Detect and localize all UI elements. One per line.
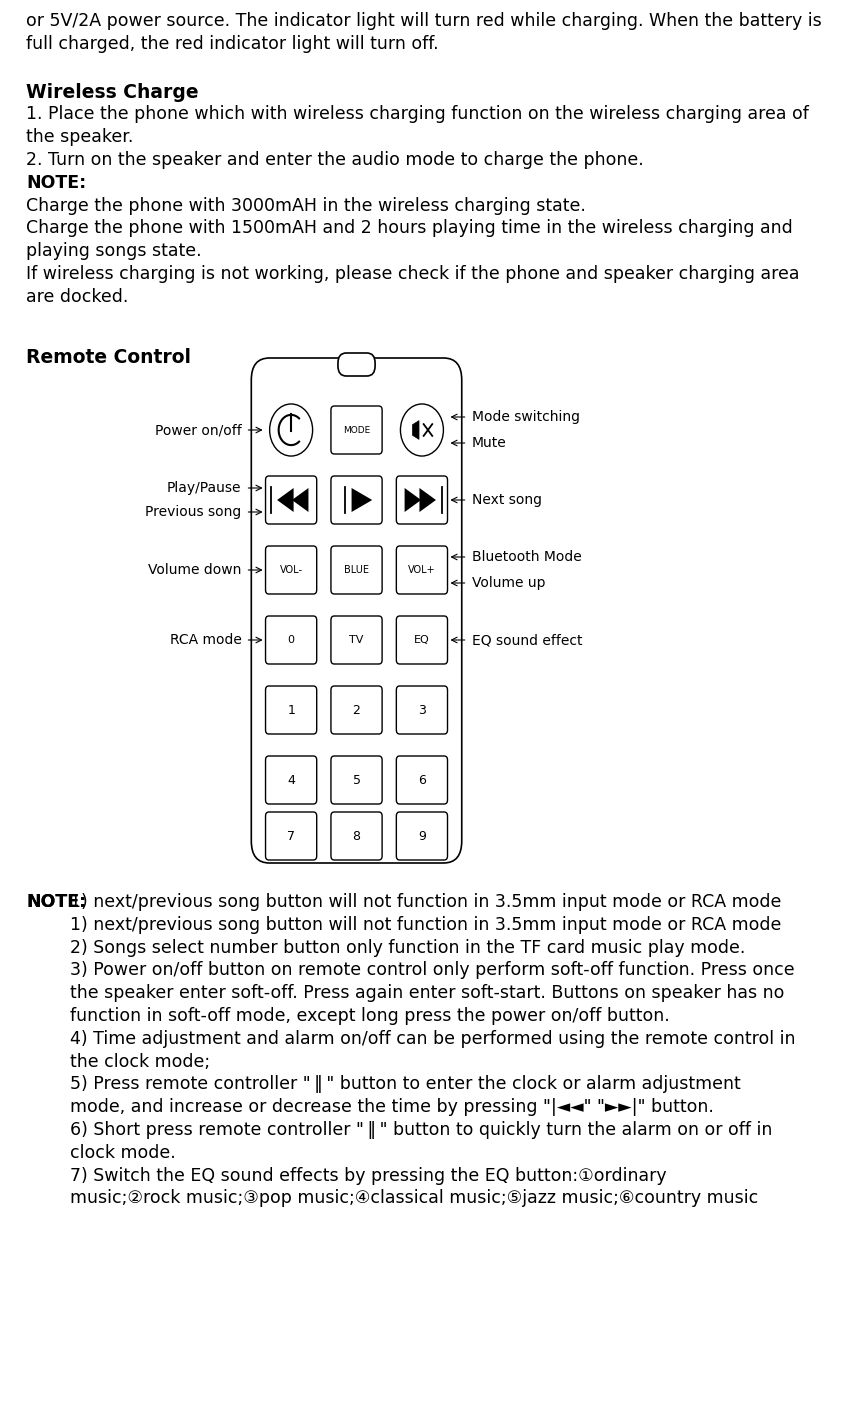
Text: MODE: MODE bbox=[343, 425, 370, 434]
Polygon shape bbox=[404, 488, 421, 512]
Text: 9: 9 bbox=[418, 830, 426, 842]
Text: 2: 2 bbox=[353, 703, 360, 716]
Text: the speaker.: the speaker. bbox=[27, 128, 134, 146]
FancyBboxPatch shape bbox=[331, 406, 382, 454]
Text: Previous song: Previous song bbox=[145, 505, 241, 519]
Text: Next song: Next song bbox=[472, 493, 542, 508]
Text: 2) Songs select number button only function in the TF card music play mode.: 2) Songs select number button only funct… bbox=[70, 939, 746, 957]
Text: Play/Pause: Play/Pause bbox=[167, 481, 241, 495]
Text: 1) next/previous song button will not function in 3.5mm input mode or RCA mode: 1) next/previous song button will not fu… bbox=[70, 916, 782, 934]
Text: the speaker enter soft-off. Press again enter soft-start. Buttons on speaker has: the speaker enter soft-off. Press again … bbox=[70, 984, 785, 1003]
Polygon shape bbox=[412, 421, 419, 440]
Text: Charge the phone with 3000mAH in the wireless charging state.: Charge the phone with 3000mAH in the wir… bbox=[27, 197, 587, 214]
Text: are docked.: are docked. bbox=[27, 288, 129, 306]
Text: NOTE:: NOTE: bbox=[27, 893, 86, 910]
Text: 5: 5 bbox=[353, 773, 360, 787]
Text: clock mode.: clock mode. bbox=[70, 1144, 176, 1161]
Text: RCA mode: RCA mode bbox=[169, 632, 241, 647]
Text: 3) Power on/off button on remote control only perform soft-off function. Press o: 3) Power on/off button on remote control… bbox=[70, 961, 795, 980]
Text: VOL+: VOL+ bbox=[408, 564, 435, 576]
Text: BLUE: BLUE bbox=[344, 564, 369, 576]
Text: 1. Place the phone which with wireless charging function on the wireless chargin: 1. Place the phone which with wireless c… bbox=[27, 105, 810, 123]
Text: NOTE:: NOTE: bbox=[27, 893, 86, 910]
Text: 6) Short press remote controller " ‖ " button to quickly turn the alarm on or of: 6) Short press remote controller " ‖ " b… bbox=[70, 1122, 772, 1139]
FancyBboxPatch shape bbox=[331, 476, 382, 525]
Text: 8: 8 bbox=[353, 830, 360, 842]
Text: 6: 6 bbox=[418, 773, 426, 787]
FancyBboxPatch shape bbox=[397, 686, 448, 735]
Text: Mute: Mute bbox=[472, 435, 506, 450]
FancyBboxPatch shape bbox=[331, 686, 382, 735]
Text: Remote Control: Remote Control bbox=[27, 349, 192, 367]
Text: the clock mode;: the clock mode; bbox=[70, 1052, 210, 1071]
Text: Mode switching: Mode switching bbox=[472, 410, 580, 424]
Polygon shape bbox=[292, 488, 308, 512]
FancyBboxPatch shape bbox=[331, 615, 382, 664]
FancyBboxPatch shape bbox=[397, 546, 448, 594]
Text: If wireless charging is not working, please check if the phone and speaker charg: If wireless charging is not working, ple… bbox=[27, 265, 800, 284]
Text: full charged, the red indicator light will turn off.: full charged, the red indicator light wi… bbox=[27, 35, 439, 52]
Text: Volume down: Volume down bbox=[148, 563, 241, 577]
Text: 5) Press remote controller " ‖ " button to enter the clock or alarm adjustment: 5) Press remote controller " ‖ " button … bbox=[70, 1075, 741, 1093]
FancyBboxPatch shape bbox=[331, 546, 382, 594]
Polygon shape bbox=[419, 488, 436, 512]
Text: 7) Switch the EQ sound effects by pressing the EQ button:①ordinary: 7) Switch the EQ sound effects by pressi… bbox=[70, 1167, 667, 1184]
Text: 7: 7 bbox=[287, 830, 295, 842]
FancyBboxPatch shape bbox=[397, 476, 448, 525]
Text: or 5V/2A power source. The indicator light will turn red while charging. When th: or 5V/2A power source. The indicator lig… bbox=[27, 11, 823, 30]
Text: 4) Time adjustment and alarm on/off can be performed using the remote control in: 4) Time adjustment and alarm on/off can … bbox=[70, 1029, 796, 1048]
Text: Charge the phone with 1500mAH and 2 hours playing time in the wireless charging : Charge the phone with 1500mAH and 2 hour… bbox=[27, 220, 793, 237]
FancyBboxPatch shape bbox=[265, 546, 317, 594]
Polygon shape bbox=[352, 488, 372, 512]
Text: mode, and increase or decrease the time by pressing "|◄◄" "►►|" button.: mode, and increase or decrease the time … bbox=[70, 1098, 714, 1116]
Text: EQ sound effect: EQ sound effect bbox=[472, 632, 582, 647]
FancyBboxPatch shape bbox=[397, 615, 448, 664]
FancyBboxPatch shape bbox=[251, 357, 461, 864]
Text: 1: 1 bbox=[287, 703, 295, 716]
FancyBboxPatch shape bbox=[331, 756, 382, 804]
FancyBboxPatch shape bbox=[397, 813, 448, 859]
Text: 4: 4 bbox=[287, 773, 295, 787]
Text: Power on/off: Power on/off bbox=[155, 423, 241, 437]
FancyBboxPatch shape bbox=[265, 476, 317, 525]
Circle shape bbox=[270, 404, 313, 457]
Polygon shape bbox=[277, 488, 294, 512]
Text: Volume up: Volume up bbox=[472, 576, 545, 590]
FancyBboxPatch shape bbox=[331, 813, 382, 859]
FancyBboxPatch shape bbox=[338, 353, 375, 376]
Text: Bluetooth Mode: Bluetooth Mode bbox=[472, 550, 581, 564]
Text: function in soft-off mode, except long press the power on/off button.: function in soft-off mode, except long p… bbox=[70, 1007, 670, 1025]
Text: NOTE:: NOTE: bbox=[27, 174, 86, 191]
FancyBboxPatch shape bbox=[265, 756, 317, 804]
FancyBboxPatch shape bbox=[265, 813, 317, 859]
Text: music;②rock music;③pop music;④classical music;⑤jazz music;⑥country music: music;②rock music;③pop music;④classical … bbox=[70, 1190, 759, 1207]
FancyBboxPatch shape bbox=[265, 686, 317, 735]
Text: 0: 0 bbox=[288, 635, 295, 645]
Text: EQ: EQ bbox=[414, 635, 429, 645]
Text: Wireless Charge: Wireless Charge bbox=[27, 82, 199, 102]
Text: TV: TV bbox=[349, 635, 364, 645]
Text: VOL-: VOL- bbox=[280, 564, 302, 576]
Text: 3: 3 bbox=[418, 703, 426, 716]
Text: 2. Turn on the speaker and enter the audio mode to charge the phone.: 2. Turn on the speaker and enter the aud… bbox=[27, 152, 645, 169]
FancyBboxPatch shape bbox=[265, 615, 317, 664]
Text: playing songs state.: playing songs state. bbox=[27, 242, 202, 261]
Text: 1) next/previous song button will not function in 3.5mm input mode or RCA mode: 1) next/previous song button will not fu… bbox=[70, 893, 782, 910]
Circle shape bbox=[400, 404, 443, 457]
FancyBboxPatch shape bbox=[397, 756, 448, 804]
